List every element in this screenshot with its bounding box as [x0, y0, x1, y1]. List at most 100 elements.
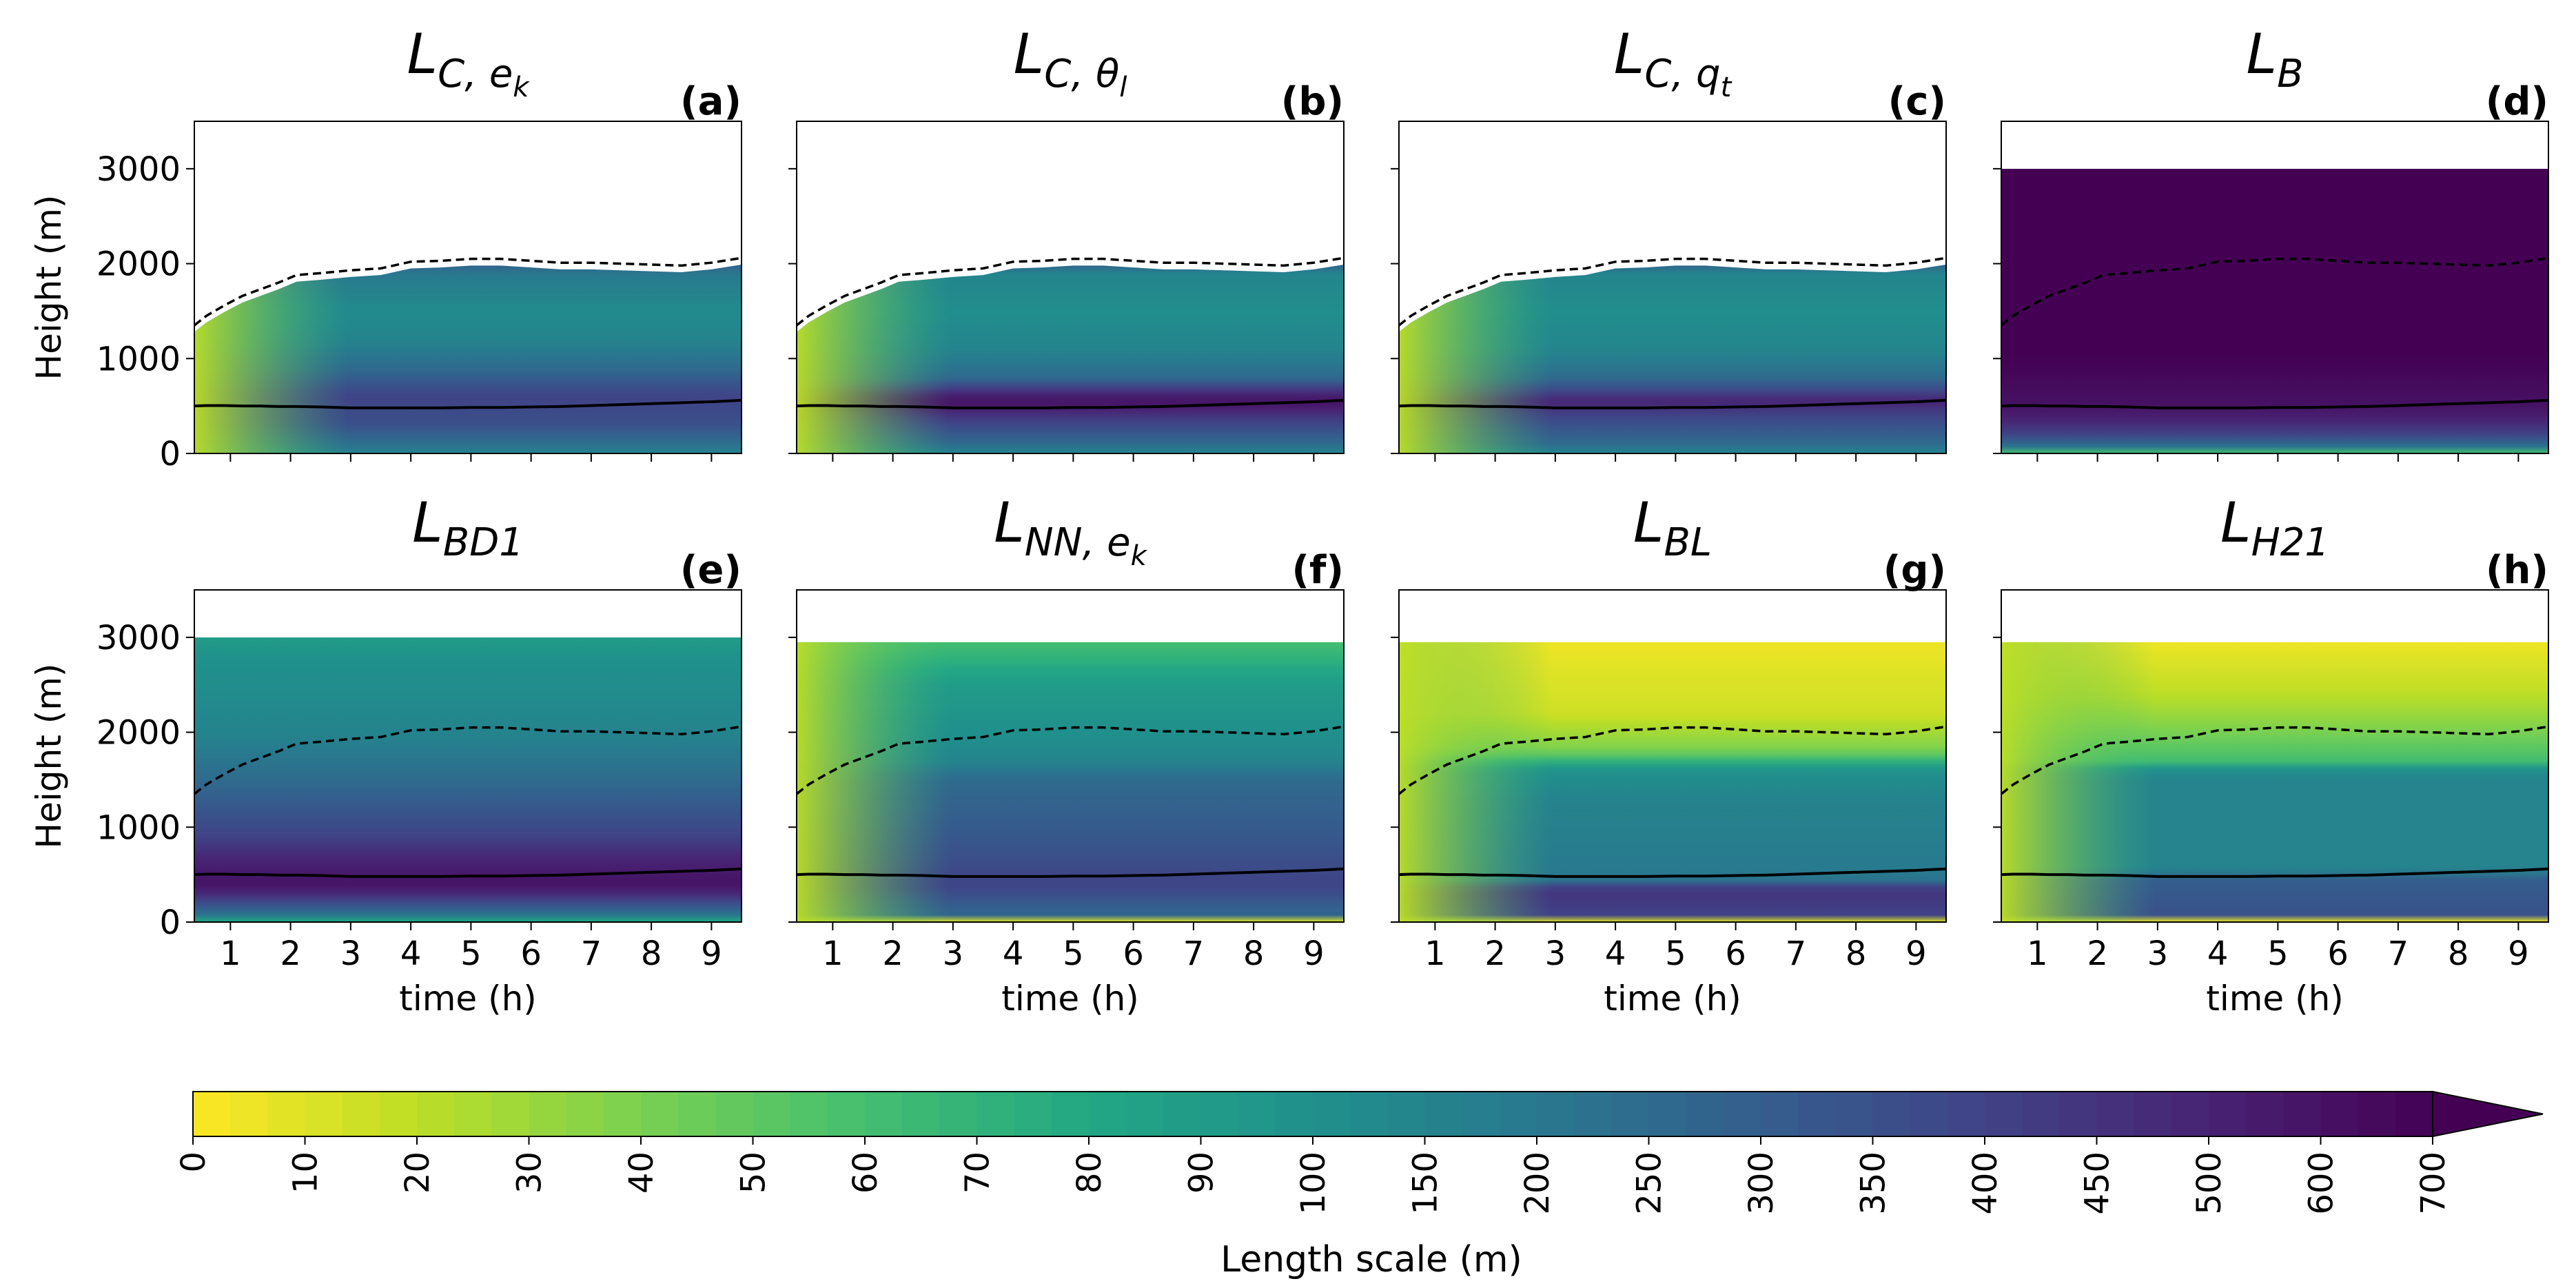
panel-letter: (g)	[1883, 548, 1946, 593]
axes-frame	[2001, 121, 2549, 454]
x-tick-label: 8	[641, 934, 662, 973]
colorbar-tick-label: 200	[1518, 1152, 1557, 1215]
early-time-wedge	[194, 264, 348, 453]
solid-line	[2001, 867, 2549, 878]
panel-letter: (f)	[1291, 548, 1344, 593]
y-tick-label: 3000	[96, 619, 181, 657]
dashed-line	[193, 725, 742, 795]
colorbar-segment	[678, 1092, 716, 1136]
x-tick-label: 7	[581, 934, 602, 973]
x-tick-label: 3	[340, 934, 362, 973]
x-tick-label: 8	[1846, 934, 1867, 973]
colorbar-segment	[529, 1092, 567, 1136]
x-tick-label: 7	[1183, 934, 1205, 973]
panel-title: LBL	[1633, 491, 1712, 565]
dashed-line	[1398, 725, 1947, 795]
early-time-wedge	[1399, 642, 1553, 922]
colorbar-segment	[2134, 1092, 2172, 1136]
panel-c: LC, qt (c)	[1391, 22, 1947, 462]
colorbar-tick-label: 700	[2414, 1152, 2453, 1215]
solid-line	[2001, 398, 2549, 409]
y-axis-label: Height (m)	[29, 664, 69, 849]
panel-g: 1 2 3 4 5 6 7 8 9 time (h) LBL (g)	[1391, 491, 1947, 1019]
x-tick-label: 6	[1123, 934, 1144, 973]
colorbar-tick-label: 10	[287, 1152, 325, 1194]
x-tick-label: 6	[2327, 934, 2349, 973]
colorbar-segment	[2283, 1092, 2322, 1136]
colorbar-segment	[1350, 1092, 1388, 1136]
axes-frame	[1398, 589, 1947, 923]
dashed-line	[2000, 725, 2549, 795]
dashed-line	[193, 256, 742, 327]
colorbar-segment	[1275, 1092, 1313, 1136]
x-tick-label: 1	[220, 934, 241, 973]
y-tick-label: 1000	[96, 808, 181, 847]
colorbar-segment	[2358, 1092, 2396, 1136]
colorbar-tick-label: 150	[1407, 1152, 1445, 1215]
axes-frame	[194, 121, 742, 454]
panel-letter: (d)	[2486, 79, 2548, 124]
colorbar-segment	[305, 1092, 343, 1136]
panel-d: LB (d)	[1993, 22, 2549, 462]
colorbar-label: Length scale (m)	[1220, 1239, 1522, 1280]
x-tick-label: 2	[1484, 934, 1506, 973]
solid-line	[194, 398, 742, 409]
colorbar-segment	[1051, 1092, 1090, 1136]
heatmap-field	[2001, 168, 2548, 453]
colorbar-segment	[1313, 1092, 1351, 1136]
colorbar-tick-label: 500	[2190, 1152, 2229, 1215]
y-tick-label: 1000	[96, 340, 181, 378]
colorbar-segment	[715, 1092, 754, 1136]
colorbar-segment	[865, 1092, 903, 1136]
colorbar-extend-arrow	[2432, 1090, 2544, 1138]
colorbar-segment	[790, 1092, 828, 1136]
colorbar-segment	[939, 1092, 978, 1136]
colorbar-tick-label: 70	[959, 1152, 997, 1194]
x-tick-label: 9	[1303, 934, 1325, 973]
x-tick-label: 4	[2207, 934, 2229, 973]
panel-letter: (b)	[1281, 79, 1344, 124]
solid-line	[194, 867, 742, 878]
colorbar-tick-label: 90	[1183, 1152, 1221, 1194]
colorbar-segment	[566, 1092, 604, 1136]
panel-title: LH21	[2220, 491, 2329, 565]
x-axis-label: time (h)	[2206, 979, 2344, 1019]
axes-frame	[796, 589, 1345, 923]
x-tick-label: 5	[1063, 934, 1084, 973]
colorbar-tick-label: 600	[2302, 1152, 2341, 1215]
dashed-line	[795, 725, 1345, 795]
x-tick-label: 5	[1665, 934, 1686, 973]
x-tick-label: 4	[1605, 934, 1626, 973]
colorbar-segment	[1089, 1092, 1127, 1136]
colorbar-tick-label: 40	[622, 1152, 661, 1194]
solid-line	[796, 398, 1345, 409]
colorbar-segment	[1985, 1092, 2023, 1136]
x-tick-label: 7	[2388, 934, 2409, 973]
colorbar-segment	[2246, 1092, 2284, 1136]
colorbar-tick-label: 60	[846, 1152, 885, 1194]
x-tick-label: 3	[2147, 934, 2169, 973]
colorbar-segment	[1126, 1092, 1164, 1136]
colorbar-segment	[267, 1092, 306, 1136]
panel-a: 0 1000 2000 3000 Height (m) LC, ek (a)	[29, 22, 742, 473]
early-time-wedge	[2001, 642, 2155, 922]
colorbar-segment	[1200, 1092, 1239, 1136]
x-tick-label: 8	[1243, 934, 1265, 973]
dashed-line	[1398, 256, 1947, 327]
x-tick-label: 9	[1905, 934, 1927, 973]
colorbar-segment	[230, 1092, 268, 1136]
early-time-wedge	[797, 642, 950, 922]
colorbar-segment	[1424, 1092, 1463, 1136]
colorbar-segment	[2320, 1092, 2359, 1136]
colorbar-segment	[1014, 1092, 1052, 1136]
colorbar-segment	[1723, 1092, 1761, 1136]
colorbar-segment	[2096, 1092, 2135, 1136]
x-tick-label: 4	[400, 934, 422, 973]
colorbar-segment	[1163, 1092, 1202, 1136]
y-tick-label: 2000	[96, 714, 181, 753]
colorbar-segment	[603, 1092, 642, 1136]
x-tick-label: 8	[2448, 934, 2469, 973]
colorbar-segment	[417, 1092, 455, 1136]
panel-title: LC, qt	[1614, 22, 1732, 103]
colorbar-segment	[1872, 1092, 1911, 1136]
